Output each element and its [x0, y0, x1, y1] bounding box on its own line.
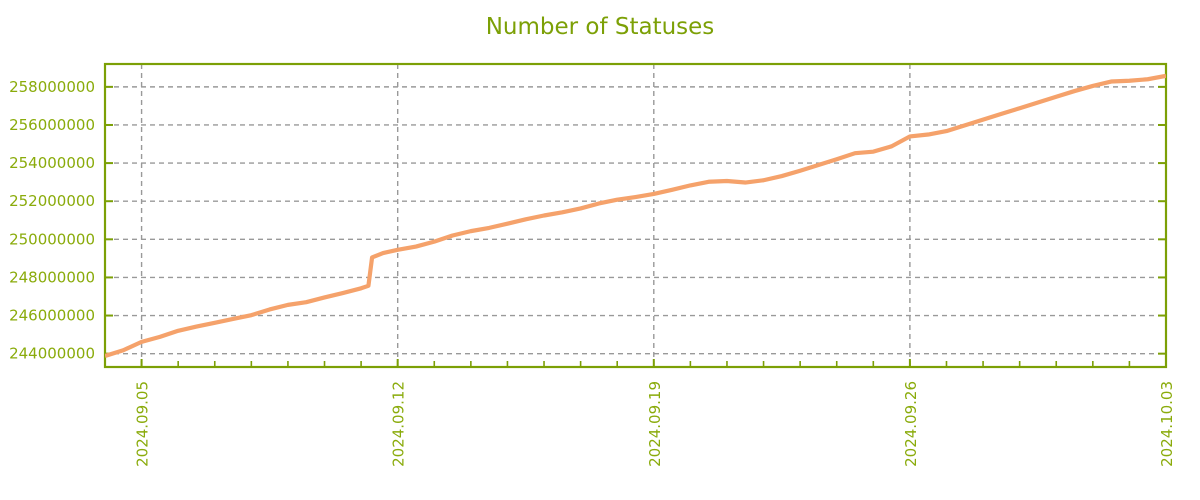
y-tick-label: 250000000: [9, 230, 95, 248]
plot-border: [103, 62, 1168, 369]
y-tick-label: 246000000: [9, 307, 95, 325]
y-tick-label: 258000000: [9, 78, 95, 96]
y-gridlines: [105, 86, 1166, 355]
x-tick-label: 2024.09.05: [134, 381, 152, 467]
y-tick-label: 256000000: [9, 116, 95, 134]
x-tick-label: 2024.09.26: [902, 381, 920, 467]
y-tick-label: 252000000: [9, 192, 95, 210]
y-tick-labels: 244000000 246000000 248000000 250000000 2520…: [9, 78, 95, 363]
y-tick-label: 254000000: [9, 154, 95, 172]
data-line: [105, 73, 1166, 358]
y-ticks: [105, 85, 1166, 355]
chart-title: Number of Statuses: [485, 14, 715, 40]
plot-frame: [103, 62, 1168, 369]
x-tick-labels: 2024.09.05 2024.09.12 2024.09.19 2024.09.26…: [134, 381, 1176, 467]
x-tick-label: 2024.10.03: [1158, 381, 1176, 467]
y-tick-label: 248000000: [9, 268, 95, 286]
y-tick-label: 244000000: [9, 345, 95, 363]
data-series-group: [105, 73, 1166, 358]
x-tick-label: 2024.09.12: [390, 381, 408, 467]
x-tick-label: 2024.09.19: [646, 381, 664, 467]
